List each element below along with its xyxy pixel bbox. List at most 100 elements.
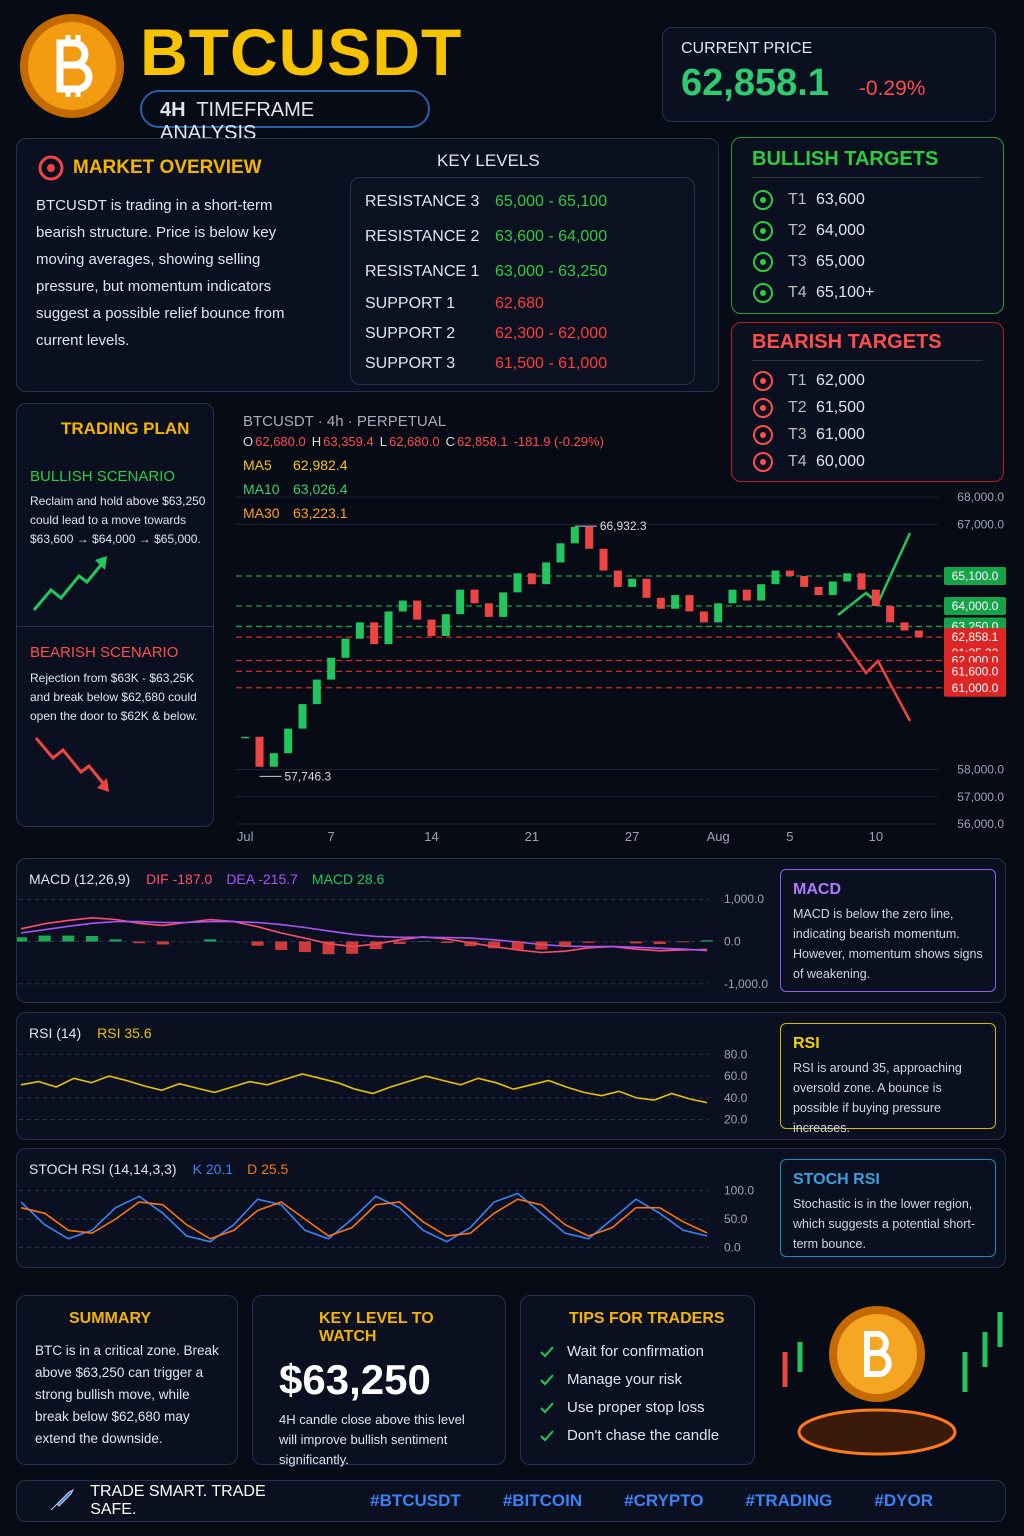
ohlc-key: H — [311, 434, 322, 449]
histogram-bar — [559, 941, 572, 947]
histogram-bar — [133, 941, 146, 944]
icon-ring — [753, 397, 773, 418]
candle — [456, 589, 465, 615]
price: 62,858.1 — [681, 62, 829, 104]
target-label: T2 — [788, 222, 807, 239]
level-row: RESISTANCE 3 65,000 - 65,100 — [365, 184, 680, 219]
candle — [384, 611, 393, 645]
level-tag-label: 64,000.0 — [952, 599, 999, 613]
check-icon — [540, 1430, 554, 1442]
y-tick-label: 68,000.0 — [957, 490, 1004, 504]
candle — [613, 570, 622, 587]
annotation-label: 66,932.3 — [600, 519, 647, 533]
overview-text: BTCUSDT is trading in a short-term beari… — [36, 197, 285, 349]
legend-item: D 25.5 — [247, 1161, 288, 1177]
candle — [269, 753, 278, 767]
level-range: 63,000 - 63,250 — [495, 263, 608, 280]
indicator-note: STOCH RSI Stochastic is in the lower regi… — [780, 1159, 996, 1257]
target-label: T1 — [788, 191, 807, 208]
icon-ring — [753, 282, 773, 303]
rocket-icon — [50, 1488, 75, 1511]
tip-row: Manage your risk — [539, 1366, 736, 1394]
histogram-bar — [156, 941, 169, 945]
legend-item: MACD 28.6 — [312, 871, 384, 887]
icon-dot — [760, 289, 766, 296]
candle — [255, 736, 264, 767]
divider — [17, 626, 213, 627]
candle — [685, 595, 694, 612]
level-row: RESISTANCE 2 63,600 - 64,000 — [365, 219, 680, 254]
indicator-legend: RSI (14) RSI 35.6 — [29, 1025, 166, 1041]
candle — [843, 573, 852, 582]
indicator-line — [20, 1192, 708, 1243]
target-icon — [753, 370, 773, 391]
bear-scenario-title: BEARISH SCENARIO — [30, 644, 179, 661]
hashtag: #BTCUSDT — [370, 1491, 461, 1510]
level-tag — [944, 567, 1006, 586]
candle — [585, 526, 594, 549]
y-tick-label: 20.0 — [724, 1113, 748, 1127]
stoch-panel: STOCH RSI (14,14,3,3) K 20.1 D 25.5 100.0 50… — [16, 1148, 1006, 1268]
indicator-line — [20, 916, 708, 954]
legend-item: K 20.1 — [193, 1161, 233, 1177]
indicator-title: STOCH RSI (14,14,3,3) — [29, 1161, 177, 1177]
y-tick-label: 58,000.0 — [957, 763, 1004, 777]
candle — [370, 622, 379, 645]
x-tick-label: 5 — [786, 829, 793, 844]
level-range: 62,300 - 62,000 — [495, 325, 608, 342]
target-value: 63,600 — [816, 191, 865, 208]
icon-dot — [760, 431, 766, 438]
indicator-title: MACD (12,26,9) — [29, 871, 131, 887]
candle — [599, 548, 608, 571]
watch-value: $63,250 — [279, 1356, 431, 1403]
check — [540, 1374, 554, 1386]
summary-text: BTC is in a critical zone. Break above $… — [35, 1343, 219, 1446]
check-icon — [540, 1374, 554, 1386]
y-tick-label: 0.0 — [724, 935, 741, 949]
level-range: 61,500 - 61,000 — [495, 355, 608, 372]
indicator-legend: STOCH RSI (14,14,3,3) K 20.1 D 25.5 — [29, 1161, 302, 1177]
slogan: TRADE SMART. TRADE SAFE. — [90, 1483, 266, 1518]
legend-item: RSI 35.6 — [97, 1025, 151, 1041]
legend-name: RSI — [97, 1025, 121, 1041]
ma-row: MA5 62,982.4 — [243, 457, 604, 473]
chart-symbol-row: BTCUSDT · 4h · PERPETUAL — [243, 413, 604, 430]
candle — [484, 603, 493, 617]
legend-value: 20.1 — [205, 1161, 234, 1177]
candle — [800, 576, 809, 587]
legend-value: 25.5 — [261, 1161, 289, 1177]
histogram-bar — [251, 941, 264, 946]
coin-decoration — [782, 1306, 1003, 1456]
level-row: SUPPORT 1 62,680 — [365, 289, 680, 319]
candle — [513, 573, 522, 593]
level-row: RESISTANCE 1 63,000 - 63,250 — [365, 254, 680, 289]
candle — [355, 622, 364, 639]
x-tick-label: 10 — [869, 829, 883, 844]
timeframe-num: 4H — [160, 99, 186, 121]
chart-header: BTCUSDT · 4h · PERPETUAL O 62,680.0 H 63,359… — [243, 413, 604, 521]
histogram-bar — [204, 939, 217, 942]
ohlc-change: -181.9 (-0.29%) — [513, 434, 604, 449]
candle — [413, 600, 422, 620]
ma-name: MA5 — [243, 457, 272, 473]
candle — [714, 603, 723, 623]
key-levels-box: RESISTANCE 3 65,000 - 65,100 RESISTANCE 2 6… — [350, 177, 695, 385]
hashtag: #CRYPTO — [624, 1491, 704, 1510]
legend-item: DEA -215.7 — [226, 871, 298, 887]
y-tick-label: 60.0 — [724, 1069, 748, 1083]
note-title: MACD — [793, 881, 841, 898]
check — [540, 1346, 554, 1358]
ma-row: MA10 63,026.4 — [243, 481, 604, 497]
icon-ring — [753, 189, 773, 210]
level-name: SUPPORT 3 — [365, 355, 456, 372]
level-tag-label: 65,100.0 — [952, 569, 999, 583]
icon-ring — [753, 220, 773, 241]
chart-symbol: BTCUSDT · 4h · PERPETUAL — [243, 413, 447, 430]
note-text: Stochastic is in the lower region, which… — [793, 1197, 976, 1251]
icon-ring — [753, 451, 773, 472]
check-icon — [540, 1346, 554, 1358]
ohlc-key: C — [445, 434, 455, 449]
histogram-bar — [85, 936, 98, 942]
summary-card: SUMMARY BTC is in a critical zone. Break… — [16, 1295, 238, 1465]
target-row: T4 65,100+ — [752, 277, 983, 308]
